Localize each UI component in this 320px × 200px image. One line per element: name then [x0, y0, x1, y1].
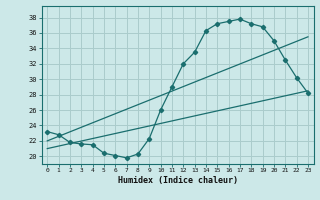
- X-axis label: Humidex (Indice chaleur): Humidex (Indice chaleur): [118, 176, 237, 185]
